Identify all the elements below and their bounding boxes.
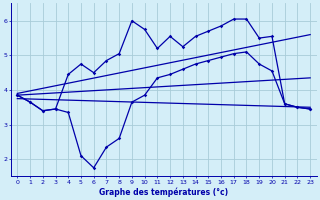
X-axis label: Graphe des températures (°c): Graphe des températures (°c) — [99, 187, 228, 197]
